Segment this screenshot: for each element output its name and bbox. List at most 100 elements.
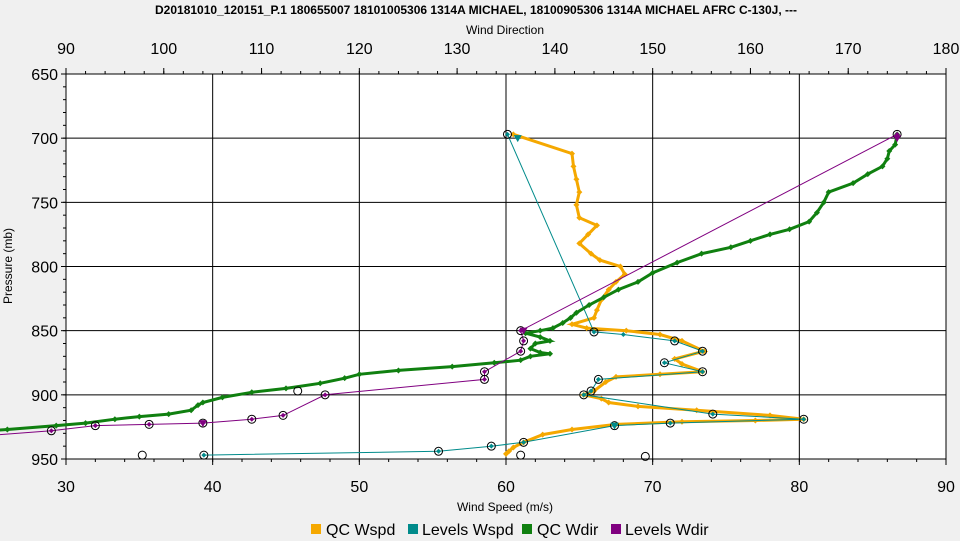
level-marker-wspd <box>799 414 809 424</box>
point-qc-wdir <box>195 402 201 409</box>
level-marker-wspd <box>589 327 599 337</box>
point-levels-wdir <box>92 423 98 429</box>
legend-label-levels-wspd: Levels Wspd <box>422 522 514 539</box>
x-top-tick-label: 130 <box>444 41 471 58</box>
x-top-tick-label: 120 <box>346 41 373 58</box>
level-marker-wdir <box>320 390 330 400</box>
point-qc-wdir <box>586 302 593 308</box>
point-levels-wspd <box>672 338 678 344</box>
level-marker-wdir <box>519 336 529 346</box>
point-qc-wspd <box>573 176 580 183</box>
point-levels-wdir <box>48 428 54 434</box>
point-qc-wdir <box>537 327 544 334</box>
point-levels-wspd <box>588 388 594 394</box>
point-qc-wdir <box>527 353 534 360</box>
level-marker-wspd <box>486 441 496 451</box>
x-top-tick-label: 100 <box>150 41 177 58</box>
legend-label-levels-wdir: Levels Wdir <box>625 522 709 539</box>
point-qc-wdir <box>820 199 827 206</box>
point-qc-wspd <box>570 163 577 170</box>
point-qc-wspd <box>585 231 592 238</box>
point-qc-wspd <box>605 399 612 406</box>
x-top-tick-label: 150 <box>639 41 666 58</box>
point-qc-wdir <box>727 244 734 251</box>
point-qc-wdir <box>283 385 289 392</box>
point-qc-wdir <box>559 319 566 326</box>
point-levels-wdir <box>481 376 487 382</box>
point-qc-wspd <box>593 222 600 229</box>
point-qc-wspd <box>657 331 663 338</box>
level-marker-wspd <box>434 446 444 456</box>
level-marker-wspd <box>698 346 708 356</box>
point-qc-wdir <box>395 367 402 374</box>
level-marker-wdir <box>144 419 154 429</box>
x-bottom-tick-label: 80 <box>790 479 808 496</box>
point-qc-wdir <box>698 250 705 257</box>
level-marker-wspd <box>519 437 529 447</box>
point-qc-wdir <box>537 349 544 356</box>
point-qc-wdir <box>248 389 255 396</box>
point-levels-wspd <box>700 369 706 375</box>
point-qc-wdir <box>786 226 793 233</box>
x-top-tick-label: 160 <box>737 41 764 58</box>
triangle-marker-wdir <box>519 327 528 335</box>
point-qc-wdir <box>813 209 820 216</box>
y-axis-title: Pressure (mb) <box>1 228 15 304</box>
level-marker-wdir <box>90 421 100 431</box>
point-qc-wdir <box>573 309 580 316</box>
point-levels-wspd <box>595 376 601 382</box>
point-qc-wdir <box>449 363 456 370</box>
point-levels-wdir <box>518 348 524 354</box>
axes: 650 700 750 800 850 900 950 30 40 50 60 70 80 90 90 100… <box>31 41 959 496</box>
point-qc-wspd <box>617 263 624 270</box>
point-qc-wdir <box>600 294 607 301</box>
point-levels-wspd <box>667 420 673 426</box>
y-tick-label: 700 <box>31 131 58 148</box>
point-qc-wspd <box>623 327 630 334</box>
point-levels-wdir <box>322 392 328 398</box>
point-levels-wspd <box>521 439 527 445</box>
x-bottom-tick-label: 50 <box>350 479 368 496</box>
legend-swatch-qc-wspd <box>311 524 321 534</box>
point-qc-wdir <box>136 413 143 420</box>
point-qc-wspd <box>569 426 575 433</box>
level-marker-wspd <box>586 386 596 396</box>
legend: QC Wspd Levels Wspd QC Wdir Levels Wdir <box>311 522 709 539</box>
level-marker-wspd <box>502 129 512 139</box>
point-levels-wdir <box>481 369 487 375</box>
point-qc-wdir <box>884 155 891 162</box>
level-marker-wspd <box>199 450 209 460</box>
point-levels-wspd <box>661 360 667 366</box>
legend-swatch-qc-wdir <box>522 524 532 534</box>
point-qc-wspd <box>510 444 517 451</box>
point-qc-wspd <box>596 257 603 264</box>
legend-label-qc-wspd: QC Wspd <box>326 522 395 539</box>
point-qc-wspd <box>569 321 575 328</box>
point-qc-wdir <box>767 231 773 238</box>
x-bottom-tick-label: 90 <box>937 479 955 496</box>
point-qc-wspd <box>569 150 575 157</box>
point-levels-wspd <box>436 448 442 454</box>
point-qc-wdir <box>547 350 553 357</box>
point-levels-wspd <box>620 332 626 338</box>
level-marker-wspd <box>659 358 669 368</box>
marker-layer <box>46 129 902 461</box>
point-levels-wspd <box>710 411 716 417</box>
point-qc-wspd <box>573 201 580 208</box>
point-qc-wdir <box>537 334 544 341</box>
point-qc-wdir <box>850 180 857 187</box>
point-qc-wspd <box>593 307 600 314</box>
level-marker-wspd <box>708 409 718 419</box>
point-qc-wdir <box>199 399 206 406</box>
point-levels-wdir <box>249 416 255 422</box>
point-qc-wdir <box>879 163 886 170</box>
level-marker-wspd <box>665 418 675 428</box>
point-qc-wdir <box>341 375 348 382</box>
point-qc-wspd <box>576 214 583 221</box>
point-qc-wdir <box>219 394 226 401</box>
point-qc-wspd <box>591 314 597 321</box>
point-levels-wdir <box>146 421 152 427</box>
x-top-tick-label: 180 <box>933 41 960 58</box>
point-qc-wdir <box>111 416 118 423</box>
point-qc-wspd <box>576 189 583 196</box>
